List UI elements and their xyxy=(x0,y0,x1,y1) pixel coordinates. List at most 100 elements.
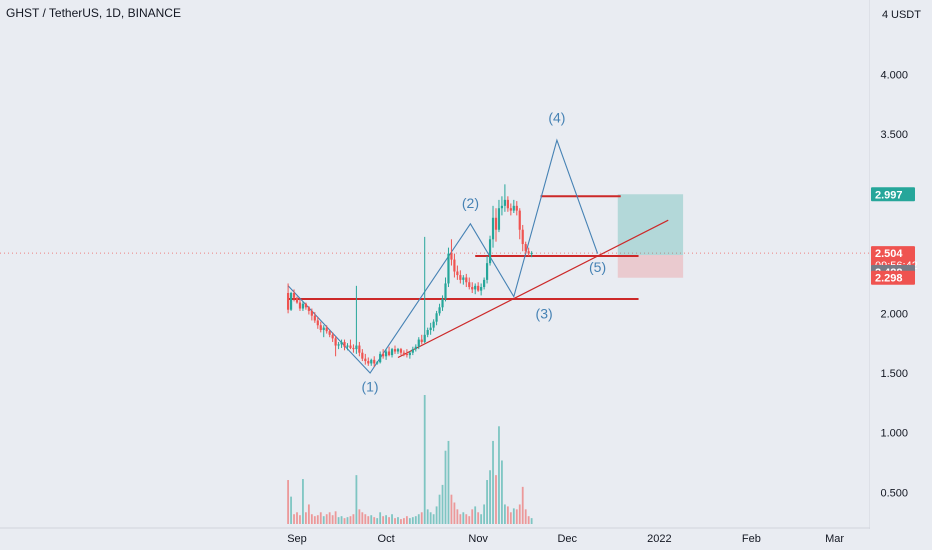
volume-bar xyxy=(411,517,414,524)
volume-bar xyxy=(506,506,509,524)
wave-path-line[interactable] xyxy=(287,138,599,374)
candle-body xyxy=(292,293,296,298)
candle-body xyxy=(289,293,293,310)
volume-bar xyxy=(477,512,480,524)
candle-body xyxy=(340,341,343,345)
candle-body xyxy=(488,239,492,264)
volume-bar xyxy=(337,517,340,524)
horizontal-levels[interactable] xyxy=(288,195,639,300)
candles xyxy=(286,184,533,368)
candle-body xyxy=(322,327,325,331)
volume-bar xyxy=(358,509,361,524)
price-tick-label: 4.000 xyxy=(880,70,908,82)
candle-body xyxy=(331,334,334,339)
axis-currency: USDT xyxy=(891,9,921,21)
pattern-labels: (1) (2) (3) (4) (5) xyxy=(361,109,606,394)
volume-bar xyxy=(352,514,355,524)
pattern-path[interactable] xyxy=(287,138,599,374)
candle-body xyxy=(438,307,441,314)
candle-body xyxy=(349,345,352,348)
candle-body xyxy=(355,345,358,350)
candle-body xyxy=(411,349,414,353)
time-axis[interactable]: Sep Oct Nov Dec 2022 Feb Mar xyxy=(0,529,870,550)
candle-body xyxy=(358,345,361,353)
candle-body xyxy=(319,325,322,331)
position-stop-zone[interactable] xyxy=(617,255,684,278)
position-target-zone[interactable] xyxy=(617,194,684,256)
volume-bar xyxy=(305,512,307,524)
volume-bar xyxy=(527,516,530,524)
candle-body xyxy=(491,217,495,240)
volume-bar xyxy=(524,509,527,524)
candle-body xyxy=(444,283,447,299)
time-tick-label: Mar xyxy=(825,533,844,545)
candle-body xyxy=(474,285,477,290)
candle-body xyxy=(447,253,450,284)
volume-bar xyxy=(400,519,402,524)
volume-bar xyxy=(414,516,417,524)
volume-bar xyxy=(480,514,483,524)
volume-bar xyxy=(322,516,325,524)
candle-body xyxy=(459,275,462,280)
volume-bar xyxy=(394,518,396,524)
volume-bar xyxy=(364,514,367,524)
candle-body xyxy=(500,205,504,209)
volume-bar xyxy=(426,509,429,524)
current-price-label: 2.504 xyxy=(875,248,903,260)
candle-body xyxy=(361,352,364,359)
volume-bar xyxy=(343,518,346,524)
volume-bar xyxy=(302,479,304,524)
candle-body xyxy=(414,346,417,350)
volume-bar xyxy=(397,517,399,524)
candle-body xyxy=(373,359,376,364)
volume-bar xyxy=(441,484,444,524)
candle-body xyxy=(429,327,432,331)
volume-bar xyxy=(447,440,450,524)
wave-label: (3) xyxy=(536,306,553,322)
candle-body xyxy=(352,347,355,350)
volume-bar xyxy=(290,496,292,524)
volume-bar xyxy=(325,514,328,524)
time-tick-label: Sep xyxy=(287,533,307,545)
volume-bar xyxy=(474,506,477,524)
candle-body xyxy=(450,253,453,260)
volume-bar xyxy=(423,395,426,524)
time-axis-background[interactable] xyxy=(0,529,870,550)
candle-body xyxy=(387,351,391,356)
candle-body xyxy=(494,217,498,230)
candle-body xyxy=(298,302,302,309)
volume-bar xyxy=(462,512,465,524)
candle-body xyxy=(390,349,394,356)
candle-body xyxy=(295,297,299,303)
candle-body xyxy=(423,334,426,342)
trendline[interactable] xyxy=(397,219,669,359)
long-position-tool[interactable] xyxy=(617,194,684,278)
volume-bar xyxy=(498,426,500,524)
candle-body xyxy=(385,351,388,357)
candle-body xyxy=(471,287,474,290)
volume-bar xyxy=(299,515,301,524)
volume-bar xyxy=(287,480,289,524)
candle-body xyxy=(408,352,411,356)
candle-body xyxy=(393,349,397,352)
trendline-line[interactable] xyxy=(397,219,669,359)
volume-bar xyxy=(331,515,334,524)
volume-bar xyxy=(459,514,462,524)
stop-price-badge xyxy=(871,270,915,285)
volume-bar xyxy=(349,516,352,524)
volume-bar xyxy=(382,516,385,524)
volume-bar xyxy=(408,518,411,524)
volume-bar xyxy=(355,475,358,524)
volume-bar xyxy=(340,516,343,524)
candle-body xyxy=(343,341,346,347)
volume-bar xyxy=(444,450,447,524)
volume-bar xyxy=(405,516,408,524)
candle-body xyxy=(426,330,429,335)
time-tick-label: Dec xyxy=(557,533,577,545)
candle-body xyxy=(328,331,331,335)
candle-body xyxy=(480,287,483,291)
candle-body xyxy=(325,327,328,332)
